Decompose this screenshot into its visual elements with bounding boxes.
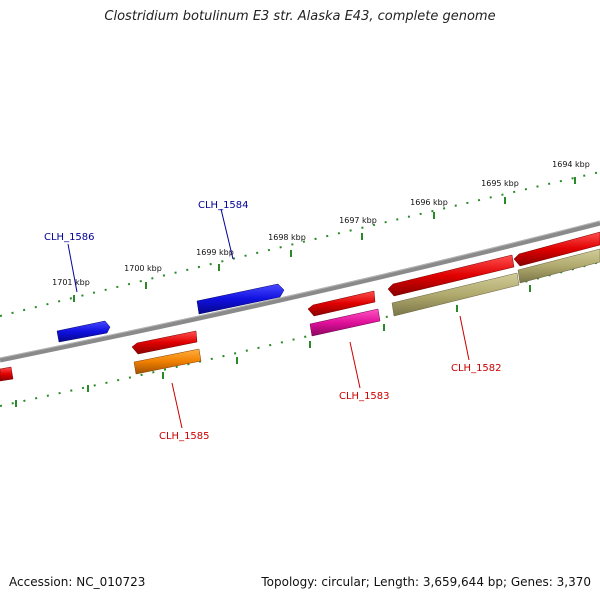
scale-label-1696: 1696 kbp xyxy=(410,198,448,207)
scale-label-1694: 1694 kbp xyxy=(552,160,590,169)
scale-label-1695: 1695 kbp xyxy=(481,179,519,188)
scale-major-ticks xyxy=(73,177,576,302)
accession-label: Accession: NC_010723 xyxy=(9,575,146,589)
inner-major-ticks xyxy=(15,285,531,407)
scale-label-1697: 1697 kbp xyxy=(339,216,377,225)
genome-backbone xyxy=(0,220,600,363)
map-title: Clostridium botulinum E3 str. Alaska E43… xyxy=(104,9,496,24)
cds-block[interactable] xyxy=(391,272,520,317)
gene-CLH_1582[interactable] xyxy=(391,248,600,317)
cds-block[interactable] xyxy=(309,308,381,337)
scale-label-1701: 1701 kbp xyxy=(52,278,90,287)
cds-block[interactable] xyxy=(133,348,202,375)
gene-label-CLH_1584[interactable]: CLH_1584 xyxy=(198,200,249,211)
genome-summary: Topology: circular; Length: 3,659,644 bp… xyxy=(261,575,591,589)
cds-arrow[interactable] xyxy=(513,231,600,267)
gene-label-CLH_1586[interactable]: CLH_1586 xyxy=(44,232,95,243)
scale-label-1699: 1699 kbp xyxy=(196,248,234,257)
cds-arrow[interactable] xyxy=(307,290,376,317)
scale-labels: 1694 kbp 1695 kbp 1696 kbp 1697 kbp 1698… xyxy=(52,160,590,287)
reverse-cds-row[interactable] xyxy=(0,231,600,382)
cds-block[interactable] xyxy=(517,248,600,284)
gene-label-CLH_1585[interactable]: CLH_1585 xyxy=(159,431,210,442)
gene-label-CLH_1583[interactable]: CLH_1583 xyxy=(339,391,390,402)
gene-CLH_1584[interactable] xyxy=(196,283,285,315)
scale-label-1698: 1698 kbp xyxy=(268,233,306,242)
gene-label-leaders xyxy=(67,208,470,429)
gene-CLH_1586[interactable] xyxy=(56,320,111,343)
cds-arrow[interactable] xyxy=(131,330,198,355)
cds-arrow[interactable] xyxy=(387,254,515,297)
scale-label-1700: 1700 kbp xyxy=(124,264,162,273)
cds-arrow[interactable] xyxy=(196,283,285,315)
gene-CLH_1585[interactable] xyxy=(133,348,202,375)
cds-arrow[interactable] xyxy=(56,320,111,343)
gene-CLH_1583[interactable] xyxy=(309,308,381,337)
cds-arrow[interactable] xyxy=(0,366,14,382)
gene-label-CLH_1582[interactable]: CLH_1582 xyxy=(451,363,502,374)
